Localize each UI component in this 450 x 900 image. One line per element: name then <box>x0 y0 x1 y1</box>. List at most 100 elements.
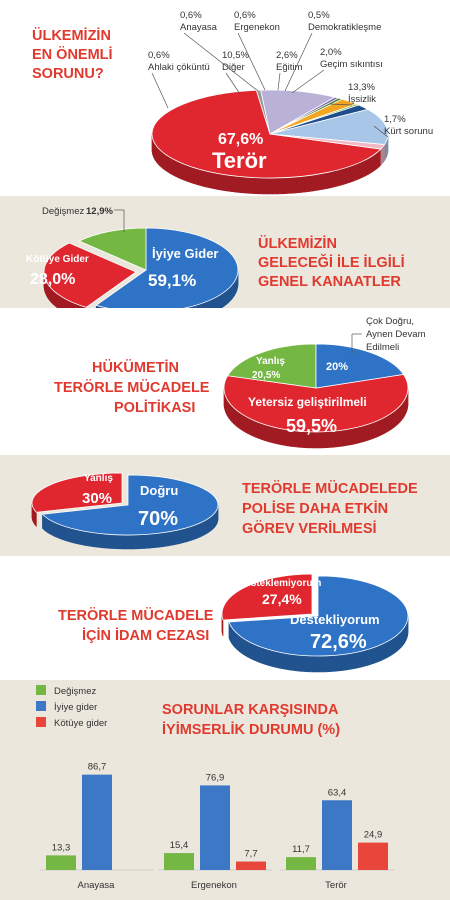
pie-side-destekliyorum <box>284 652 289 671</box>
slice-label-i-ssizlik: İşsizlik <box>348 94 376 105</box>
pie-side-yetersiz-gelistirilmeli <box>238 411 242 430</box>
slice-value-cok-dogru: 20% <box>326 361 348 373</box>
pie-side-yetersiz-gelistirilmeli <box>270 425 275 444</box>
pie-side-destekliyorum <box>245 639 248 658</box>
pie-side-teror <box>262 177 269 195</box>
pie-side-destekliyorum <box>370 647 374 665</box>
pie-side-kotuye-gider <box>59 295 63 312</box>
pie-side-teror <box>300 175 306 193</box>
pie-side-teror <box>244 176 250 194</box>
pie-side-teror <box>349 164 354 183</box>
slice-label-ahlaki-cokuntu: Ahlaki çöküntü <box>148 62 210 73</box>
pie-side-destekliyorum <box>277 651 282 669</box>
pie-side-destekliyorum <box>375 645 380 663</box>
pie-side-destekliyorum <box>257 645 261 664</box>
pie-side-destekliyorum <box>308 655 314 673</box>
title-line-3: GENEL KANAATLER <box>258 274 401 290</box>
pie-side-yetersiz-gelistirilmeli <box>373 420 378 439</box>
pie-side-destekliyorum <box>388 639 392 658</box>
pie-side-yetersiz-gelistirilmeli <box>252 419 256 438</box>
pie-side-destekliyorum <box>274 650 279 669</box>
pie-side-dogru <box>53 521 56 538</box>
pie-side-yetersiz-gelistirilmeli <box>341 429 346 447</box>
pie-side-destekliyorum <box>347 652 352 671</box>
bar-ergenekon-degismez <box>164 853 194 870</box>
labels-death-penalty: Desteklemiyorum 27,4% Destekliyorum 72,6% <box>238 578 380 653</box>
pie-side-i-yiye-gider <box>217 294 221 311</box>
pie-side-dogru <box>101 533 106 549</box>
pie-side-dogru <box>129 534 134 550</box>
bar-value-ergenekon-degismez: 15,4 <box>170 840 189 851</box>
slice-value-ergenekon: 0,6% <box>234 10 256 21</box>
bar-ergenekon-kotuye-gider <box>236 861 266 870</box>
pie-side-teror <box>286 176 292 194</box>
pie-side-teror <box>342 167 347 186</box>
pie-side-kotuye-gider <box>57 293 61 311</box>
labels-future-opinions: İyiye Gider 59,1% Kötüye Gider 28,0% Değişme… <box>26 206 218 290</box>
pie-side-teror <box>197 168 202 187</box>
pie-side-teror <box>267 177 273 195</box>
pie-slice-cok-dogru-aynen-devam-edilmeli <box>315 343 405 389</box>
pie-side-dogru <box>182 527 187 544</box>
pie-side-destekliyorum <box>378 643 382 662</box>
pie-side-yetersiz-gelistirilmeli <box>361 424 366 443</box>
legend-label-i-yiye-gider: İyiye gider <box>54 702 97 713</box>
pie-side-destekliyorum <box>254 644 258 663</box>
category-label-ergenekon: Ergenekon <box>191 880 237 891</box>
slice-label-iyiye-gider: İyiye Gider <box>152 246 218 261</box>
title-line-2: İYİMSERLİK DURUMU (%) <box>162 721 340 738</box>
bars: 13,3 86,7 Anayasa 15,4 76,9 7,7 Ergenekon 11,7 6… <box>40 762 394 891</box>
bar-value-ergenekon-kotuye-gider: 7,7 <box>244 849 257 860</box>
pie-side-yetersiz-gelistirilmeli <box>258 421 262 440</box>
title-line-1: TERÖRLE MÜCADELE <box>58 607 214 624</box>
pie-side-teror <box>372 153 376 173</box>
pie-side-dogru <box>185 526 190 543</box>
pie-slice-desteklemiyorum <box>221 573 313 621</box>
pie-side-destekliyorum <box>301 655 306 672</box>
slice-value-i-ssizlik: 13,3% <box>348 82 375 93</box>
bar-anayasa-i-yiye-gider <box>82 774 112 870</box>
pie-side-yetersiz-gelistirilmeli <box>379 418 383 437</box>
slice-value-yanlis: 30% <box>82 490 112 507</box>
pie-side-yetersiz-gelistirilmeli <box>267 424 271 443</box>
title-line-1: SORUNLAR KARŞISINDA <box>162 702 339 718</box>
pie-side-yetersiz-gelistirilmeli <box>264 424 268 442</box>
pie-side-teror <box>345 166 351 185</box>
pie-side-yetersiz-gelistirilmeli <box>355 426 360 445</box>
leader-line-ahlaki-cokuntu <box>151 72 169 109</box>
slice-value-gecim-sikintisi: 2,0% <box>320 47 342 58</box>
pie-side-destekliyorum <box>268 649 273 667</box>
pie-side-dogru <box>191 525 195 541</box>
pie-side-destekliyorum <box>344 653 349 671</box>
pie-side-yetersiz-gelistirilmeli <box>280 428 285 446</box>
pie-side-destekliyorum <box>262 647 267 666</box>
pie-side-destekliyorum <box>381 642 385 661</box>
title-line-1: TERÖRLE MÜCADELEDE <box>242 480 418 497</box>
pie-side-destekliyorum <box>259 646 264 665</box>
pie-side-teror <box>190 166 195 185</box>
pie-side-i-yiye-gider <box>220 292 223 310</box>
pie-side-kurt-sorunu <box>380 147 383 166</box>
slice-label-demokratiklesme: Demokratikleşme <box>308 22 381 33</box>
pie-side-dogru <box>193 524 197 540</box>
leader-line-anayasa <box>183 32 259 92</box>
pie-side-teror <box>239 176 245 194</box>
slice-label-kotuye-gider: Kötüye Gider <box>26 254 89 265</box>
slice-value-destekliyorum: 72,6% <box>310 631 367 653</box>
title-line-1: ÜLKEMİZİN <box>258 235 337 252</box>
pie-side-destekliyorum <box>337 654 342 672</box>
pie-side-dogru <box>174 529 178 546</box>
pie-side-dogru <box>177 529 181 545</box>
title-line-2: İÇİN İDAM CEZASI <box>82 627 209 644</box>
pie-side-destekliyorum <box>305 655 310 673</box>
pie-side-destekliyorum <box>298 654 303 672</box>
leader-line-i-ssizlik <box>329 103 353 106</box>
pie-side-dogru <box>87 531 92 547</box>
pie-side-destekliyorum <box>291 653 296 672</box>
pie-side-teror <box>276 177 283 195</box>
pie-side-yetersiz-gelistirilmeli <box>364 423 369 442</box>
legend: Değişmez İyiye gider Kötüye gider <box>36 685 107 729</box>
pie-side-yetersiz-gelistirilmeli <box>351 427 356 445</box>
pie-death-penalty <box>221 573 409 673</box>
pie-side-teror <box>304 175 310 193</box>
